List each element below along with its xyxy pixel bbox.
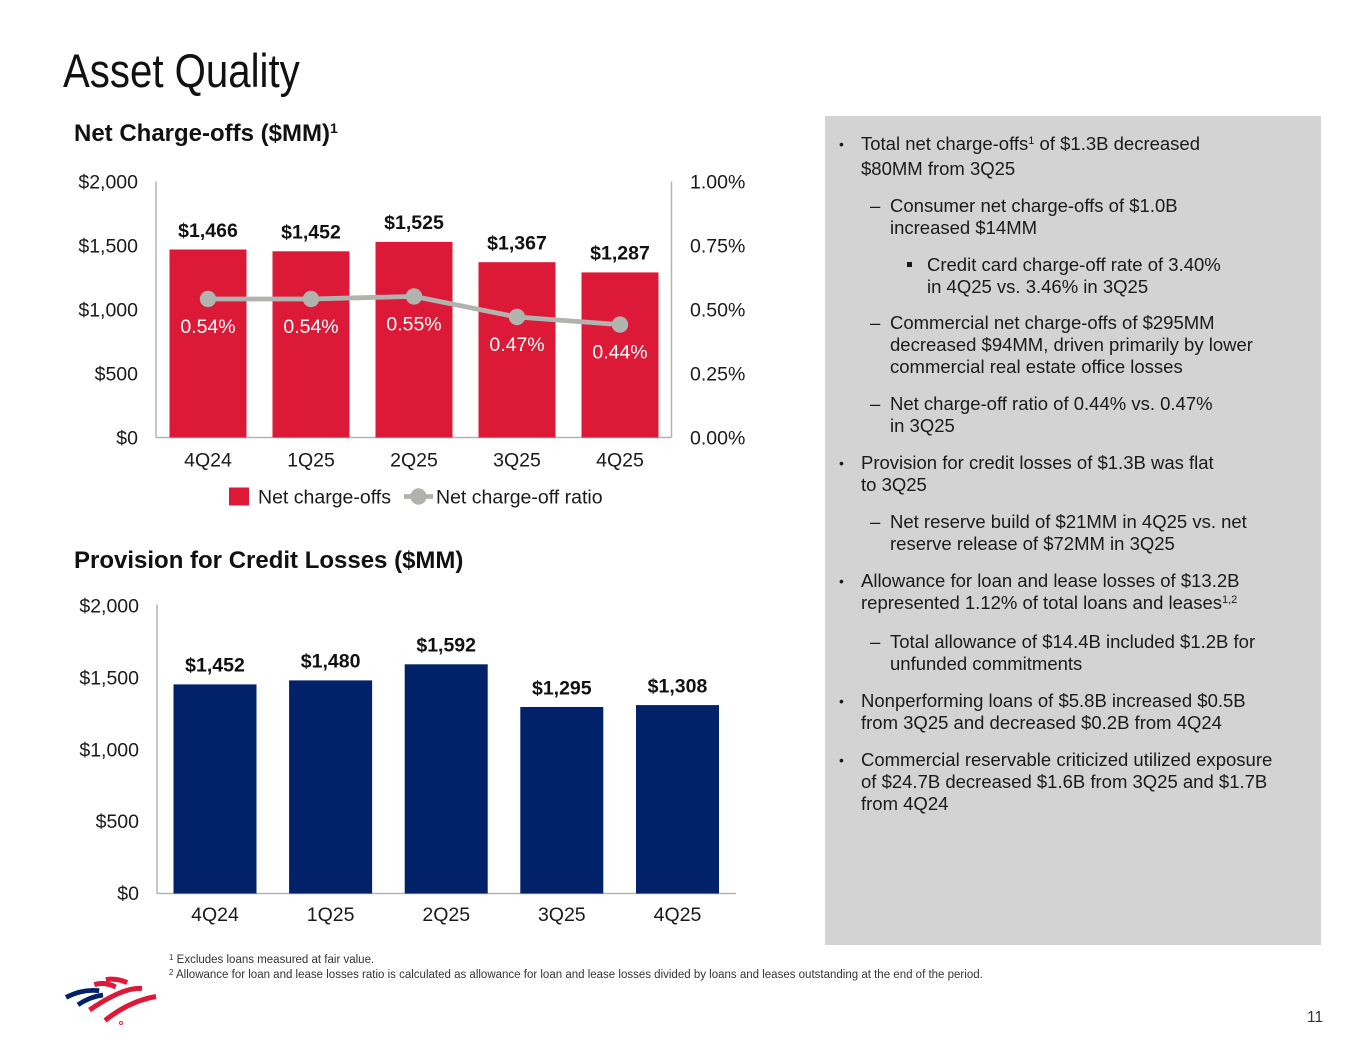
svg-text:4Q25: 4Q25 <box>654 904 702 926</box>
svg-text:4Q24: 4Q24 <box>184 450 232 472</box>
svg-text:$1,452: $1,452 <box>281 222 341 244</box>
svg-text:$1,308: $1,308 <box>648 675 708 697</box>
svg-text:$1,287: $1,287 <box>590 243 650 265</box>
svg-text:4Q24: 4Q24 <box>191 904 239 926</box>
svg-text:3Q25: 3Q25 <box>538 904 586 926</box>
svg-text:$1,000: $1,000 <box>79 739 139 761</box>
svg-text:$500: $500 <box>95 364 139 386</box>
svg-text:0.00%: 0.00% <box>690 428 745 450</box>
svg-text:$1,592: $1,592 <box>416 635 476 657</box>
svg-text:0.47%: 0.47% <box>489 334 544 356</box>
svg-text:$500: $500 <box>96 811 140 833</box>
svg-text:$1,466: $1,466 <box>178 220 238 242</box>
svg-text:Net charge-off ratio: Net charge-off ratio <box>436 487 603 509</box>
svg-text:$0: $0 <box>116 428 138 450</box>
svg-text:0.50%: 0.50% <box>690 300 745 322</box>
svg-text:$0: $0 <box>117 883 139 905</box>
svg-text:2Q25: 2Q25 <box>390 450 438 472</box>
svg-text:0.44%: 0.44% <box>592 342 647 364</box>
svg-text:$1,500: $1,500 <box>78 236 138 258</box>
svg-text:3Q25: 3Q25 <box>493 450 541 472</box>
svg-text:2Q25: 2Q25 <box>422 904 470 926</box>
svg-text:Net charge-offs: Net charge-offs <box>258 487 391 509</box>
svg-text:$2,000: $2,000 <box>78 172 138 194</box>
svg-text:4Q25: 4Q25 <box>596 450 644 472</box>
svg-text:$1,295: $1,295 <box>532 677 592 699</box>
svg-text:0.54%: 0.54% <box>180 316 235 338</box>
svg-text:$1,525: $1,525 <box>384 212 444 234</box>
svg-text:1.00%: 1.00% <box>690 172 745 194</box>
svg-text:$1,480: $1,480 <box>301 651 361 673</box>
svg-text:1Q25: 1Q25 <box>307 904 355 926</box>
svg-text:0.55%: 0.55% <box>386 313 441 335</box>
svg-text:$2,000: $2,000 <box>79 596 139 618</box>
svg-text:$1,452: $1,452 <box>185 655 245 677</box>
svg-text:$1,500: $1,500 <box>79 667 139 689</box>
svg-text:1Q25: 1Q25 <box>287 450 335 472</box>
svg-text:$1,000: $1,000 <box>78 300 138 322</box>
svg-text:$1,367: $1,367 <box>487 233 547 255</box>
svg-text:0.25%: 0.25% <box>690 364 745 386</box>
svg-text:0.54%: 0.54% <box>283 316 338 338</box>
svg-text:0.75%: 0.75% <box>690 236 745 258</box>
